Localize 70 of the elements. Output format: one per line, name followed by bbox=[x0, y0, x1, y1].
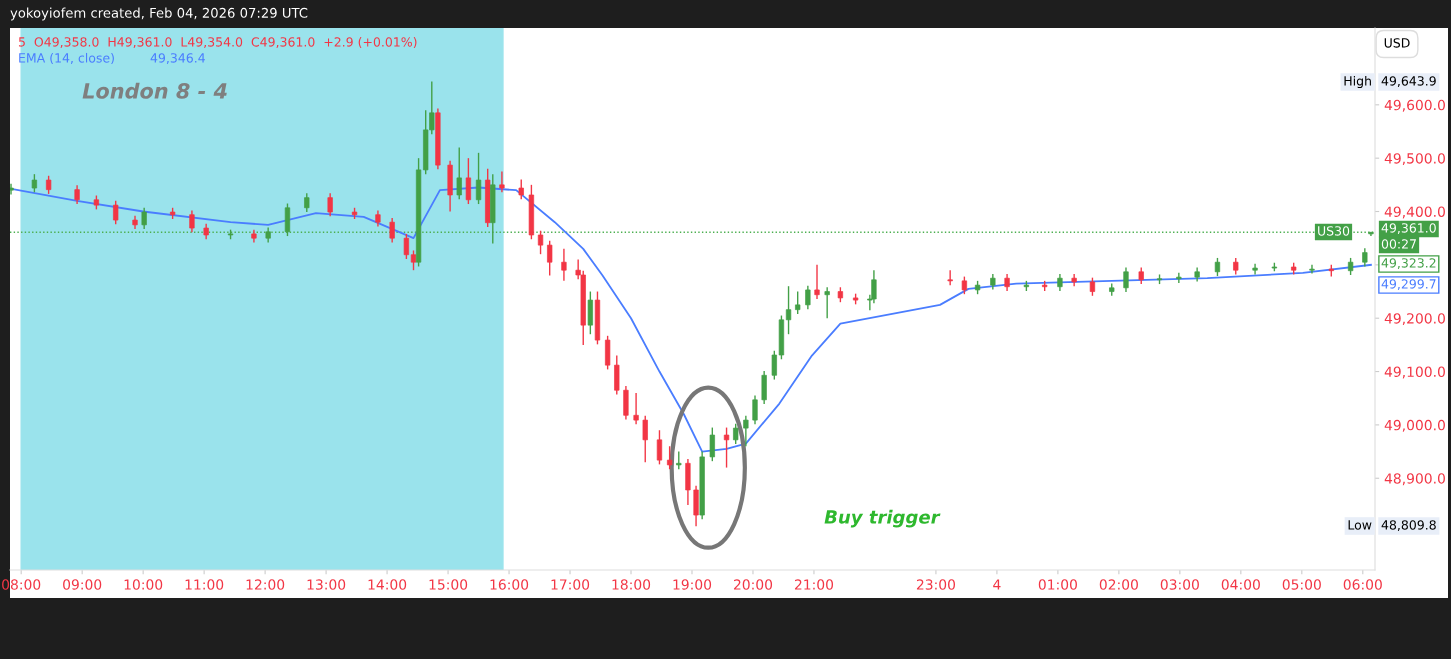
x-tick-label: 14:00 bbox=[368, 579, 407, 590]
candlestick bbox=[203, 223, 209, 240]
candlestick bbox=[587, 290, 593, 335]
candlestick bbox=[304, 192, 310, 213]
candlestick bbox=[1176, 272, 1182, 284]
candlestick bbox=[31, 173, 38, 194]
x-tick-label: 01:00 bbox=[1038, 579, 1077, 590]
text: 49,323.2 bbox=[1381, 258, 1436, 269]
candlestick bbox=[614, 354, 620, 396]
candlestick bbox=[795, 290, 801, 315]
x-tick-label: 4 bbox=[993, 579, 1001, 590]
candlestick bbox=[251, 228, 257, 244]
x-tick-label: 17:00 bbox=[551, 579, 590, 590]
candlestick bbox=[1252, 263, 1258, 276]
candlestick bbox=[666, 445, 673, 470]
candlestick bbox=[547, 240, 553, 277]
candlestick bbox=[465, 157, 472, 205]
candlestick bbox=[605, 335, 611, 371]
y-tick-label: 49,600.0 bbox=[1384, 99, 1445, 112]
text: 00:27 bbox=[1381, 239, 1416, 249]
x-tick-label: 15:00 bbox=[429, 579, 468, 590]
x-tick-label: 03:00 bbox=[1160, 579, 1199, 590]
x-tick-label: 05:00 bbox=[1282, 579, 1321, 590]
x-tick-label: 23:00 bbox=[916, 579, 956, 590]
x-tick-label: 11:00 bbox=[185, 579, 224, 590]
x-tick-label: 20:00 bbox=[733, 579, 773, 590]
y-tick-label: 49,200.0 bbox=[1384, 313, 1445, 326]
x-tick-label: 13:00 bbox=[307, 579, 346, 590]
y-tick-label: 49,500.0 bbox=[1384, 153, 1445, 166]
x-tick-label: 16:00 bbox=[490, 579, 529, 590]
candlestick bbox=[733, 423, 739, 445]
annotation: 49,346.4 bbox=[150, 53, 205, 64]
text: yokoyiofem created, Feb 04, 2026 07:29 UTC bbox=[10, 7, 308, 21]
candlestick bbox=[45, 175, 52, 195]
y-tick-label: 48,900.0 bbox=[1384, 473, 1445, 486]
candlestick bbox=[499, 170, 505, 194]
candlestick bbox=[403, 233, 410, 260]
text: USD bbox=[1384, 38, 1410, 48]
x-tick-label: 06:00 bbox=[1343, 579, 1382, 590]
candlestick bbox=[113, 200, 119, 226]
x-tick-label: 10:00 bbox=[124, 579, 163, 590]
annotation: Buy trigger bbox=[824, 509, 941, 528]
annotation: High bbox=[1344, 75, 1371, 89]
candlestick bbox=[490, 173, 496, 245]
candlestick bbox=[1194, 266, 1200, 283]
text: 49,643.9 bbox=[1381, 76, 1436, 87]
text: 48,809.8 bbox=[1381, 520, 1436, 531]
candlestick bbox=[1368, 231, 1374, 237]
x-tick-label: 19:00 bbox=[673, 579, 712, 590]
x-tick-label: 09:00 bbox=[63, 579, 102, 590]
annotation: US30 bbox=[1318, 226, 1350, 236]
text: 49,361.0 bbox=[1381, 223, 1436, 234]
y-tick-label: 49,100.0 bbox=[1384, 366, 1445, 379]
candlestick bbox=[528, 184, 535, 240]
annotation: Low bbox=[1348, 520, 1372, 530]
candlestick bbox=[642, 415, 648, 463]
x-tick-label: 04:00 bbox=[1221, 579, 1260, 590]
x-tick-label: 02:00 bbox=[1099, 579, 1138, 590]
y-tick-label: 49,000.0 bbox=[1384, 419, 1445, 432]
candlestick bbox=[709, 426, 715, 462]
candlestick bbox=[947, 269, 953, 286]
y-tick-label: 49,400.0 bbox=[1384, 206, 1445, 219]
candlestick bbox=[1309, 264, 1315, 275]
x-tick-label: 18:00 bbox=[612, 579, 651, 590]
x-tick-label: 21:00 bbox=[794, 579, 834, 590]
text: 49,299.7 bbox=[1381, 279, 1436, 290]
x-tick-label: 12:00 bbox=[246, 579, 285, 590]
candlestick bbox=[518, 178, 524, 200]
candlestick bbox=[456, 146, 462, 200]
band-label: London 8 - 4 bbox=[82, 82, 227, 99]
